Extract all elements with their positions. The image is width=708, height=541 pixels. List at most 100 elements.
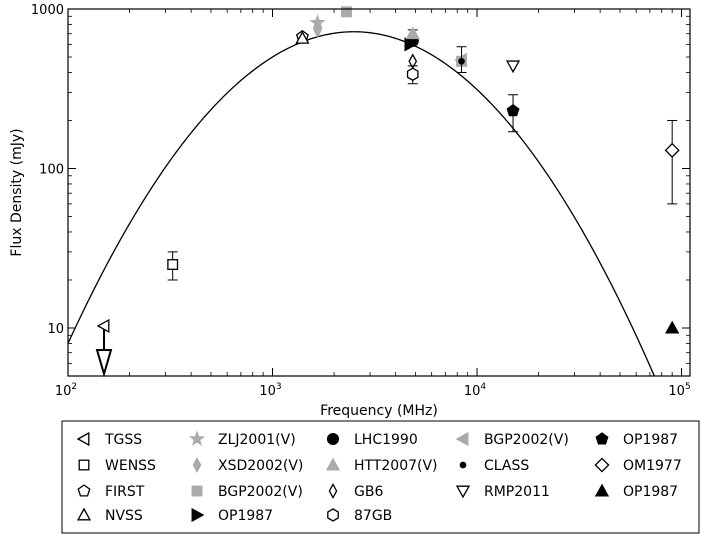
- data-point-rmp2011: [505, 60, 521, 74]
- legend-label: OP1987: [623, 432, 678, 448]
- data-point-wenss: [167, 259, 179, 270]
- legend-entry-gb6-10: GB6: [328, 483, 383, 500]
- legend-entry-wenss-1: WENSS: [78, 458, 156, 474]
- x-axis-label: Frequency (MHz): [320, 403, 438, 419]
- legend-marker-xsd2002-v: [192, 457, 202, 473]
- x-tick-exponent: 4: [480, 382, 486, 392]
- legend-label: OM1977: [623, 458, 682, 474]
- data-marks: [95, 6, 680, 378]
- legend-entry-bgp2002-v-6: BGP2002(V): [191, 484, 303, 500]
- legend-label: FIRST: [105, 484, 145, 500]
- data-point-class: [458, 57, 465, 65]
- legend-entry-tgss-0: TGSS: [76, 431, 142, 448]
- plot-area: [68, 31, 656, 376]
- legend-label: TGSS: [104, 432, 142, 448]
- legend-label: RMP2011: [484, 484, 550, 500]
- axes: 102 103 104 105 10 100 1000 Frequency (MHz) Flux…: [9, 3, 691, 419]
- series-htt2007-v-9: [405, 26, 420, 41]
- legend-marker-zlj2001-v: [188, 430, 206, 446]
- legend-label: BGP2002(V): [218, 484, 303, 500]
- legend-entry-om1977-16: OM1977: [594, 457, 682, 474]
- legend-entry-xsd2002-v-5: XSD2002(V): [192, 457, 303, 474]
- legend-marker-op1987: [594, 483, 610, 497]
- legend-marker-gb6: [328, 483, 338, 499]
- legend-marker-wenss: [78, 459, 90, 471]
- fit-curve: [68, 31, 656, 376]
- legend-marker-op1987: [191, 507, 205, 523]
- legend-label: CLASS: [484, 458, 529, 474]
- legend-marker-lhc1990: [326, 432, 340, 446]
- legend-label: LHC1990: [354, 432, 418, 448]
- series-om1977-16: [664, 119, 680, 205]
- legend-label: OP1987: [623, 484, 678, 500]
- legend-marker-bgp2002-v: [455, 431, 469, 447]
- legend-entry-op1987-15: OP1987: [595, 432, 678, 448]
- legend-marker-nvss: [76, 507, 92, 521]
- legend-entry-87gb-11: 87GB: [327, 508, 392, 524]
- data-point-xsd2002-v: [313, 21, 322, 38]
- legend-entry-lhc1990-8: LHC1990: [326, 432, 418, 448]
- legend-entry-bgp2002-v-12: BGP2002(V): [455, 431, 569, 448]
- legend-marker-bgp2002-v: [191, 485, 203, 497]
- error-bar-om1977: [667, 119, 678, 205]
- y-axis-label: Flux Density (mJy): [9, 128, 25, 256]
- data-point-op1987: [506, 103, 520, 117]
- series-op1987-15: [506, 94, 520, 133]
- data-point-tgss: [96, 318, 110, 334]
- legend-entry-nvss-3: NVSS: [76, 507, 143, 524]
- data-point-87gb: [406, 67, 419, 81]
- legend-entry-op1987-7: OP1987: [191, 507, 273, 524]
- legend-entry-op1987-17: OP1987: [594, 483, 678, 500]
- legend-entry-htt2007-v-9: HTT2007(V): [325, 457, 438, 474]
- series-rmp2011-14: [505, 60, 521, 74]
- legend-marker-om1977: [594, 457, 610, 473]
- upper-limit-arrow-0: [95, 325, 113, 378]
- legend-label: HTT2007(V): [354, 458, 438, 474]
- series-nvss-3: [295, 30, 310, 44]
- x-tick-label: 103: [259, 382, 281, 399]
- legend-marker-htt2007-v: [325, 457, 341, 471]
- legend-label: NVSS: [105, 508, 143, 524]
- y-tick-label: 100: [39, 162, 64, 177]
- x-tick-label: 104: [464, 382, 487, 399]
- legend-marker-first: [77, 484, 91, 497]
- legend: TGSS WENSS FIRST NVSS ZLJ2001(V) XSD2002(V) BG…: [61, 420, 700, 534]
- x-tick-exponent: 2: [71, 382, 77, 392]
- y-tick-label: 1000: [31, 3, 64, 18]
- series-class-13: [456, 46, 467, 73]
- legend-marker-87gb: [327, 508, 339, 522]
- legend-label: WENSS: [105, 458, 156, 474]
- legend-label: OP1987: [218, 508, 273, 524]
- legend-label: 87GB: [354, 508, 392, 524]
- data-point-op1987: [665, 320, 680, 334]
- series-op1987-17: [665, 320, 680, 334]
- legend-entry-first-2: FIRST: [77, 484, 145, 500]
- data-point-nvss: [295, 30, 310, 44]
- legend-entry-zlj2001-v-4: ZLJ2001(V): [188, 430, 296, 448]
- x-tick-exponent: 5: [685, 382, 691, 392]
- data-point-htt2007-v: [405, 26, 420, 40]
- plot-frame: [67, 8, 691, 377]
- data-point-om1977: [664, 142, 680, 158]
- data-point-bgp2002-v: [341, 6, 352, 18]
- legend-label: GB6: [354, 484, 383, 500]
- x-tick-exponent: 3: [276, 382, 282, 392]
- legend-entry-rmp2011-14: RMP2011: [455, 484, 550, 500]
- x-tick-label: 105: [668, 382, 690, 399]
- legend-marker-rmp2011: [455, 485, 471, 499]
- legend-marker-class: [459, 461, 467, 469]
- legend-box: [61, 420, 700, 534]
- upper-limit-head: [95, 348, 113, 378]
- legend-label: BGP2002(V): [484, 432, 569, 448]
- legend-marker-op1987: [595, 432, 609, 445]
- legend-label: ZLJ2001(V): [218, 432, 296, 448]
- legend-entry-class-13: CLASS: [459, 458, 529, 474]
- legend-marker-tgss: [76, 431, 90, 447]
- legend-label: XSD2002(V): [218, 458, 303, 474]
- y-tick-label: 10: [47, 322, 64, 337]
- x-tick-label: 102: [55, 382, 77, 399]
- series-bgp2002-v-6: [341, 6, 467, 67]
- series-xsd2002-v-5: [313, 21, 322, 38]
- series-tgss-0: [96, 318, 110, 334]
